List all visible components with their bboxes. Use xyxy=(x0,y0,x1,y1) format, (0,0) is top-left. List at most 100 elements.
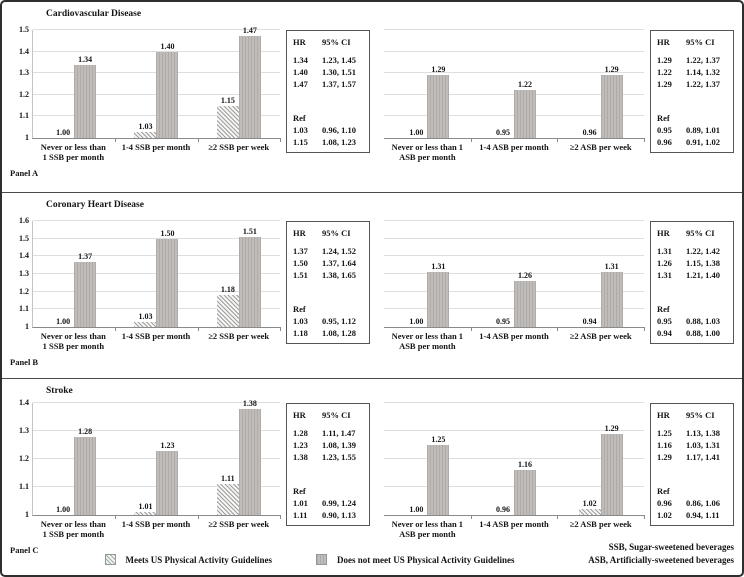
table-spacer xyxy=(657,281,728,303)
bar-does-not-meet-guidelines xyxy=(74,64,97,138)
ci-value: 1.21, 1.40 xyxy=(686,270,720,280)
hr-value: 1.47 xyxy=(293,79,308,89)
category-label: Never or less than 1 ASB per month xyxy=(391,142,464,162)
bar-value-label: 1.15 xyxy=(220,95,235,105)
ci-value: 95% CI xyxy=(322,410,351,420)
x-axis-labels: Never or less than 1 ASB per month 1-4 AS… xyxy=(384,331,644,351)
y-tick-label: 1.5 xyxy=(19,233,29,243)
bar-value-label: 1.03 xyxy=(138,121,153,131)
bar-value-label: 1.00 xyxy=(409,317,424,326)
bar-does-not-meet-guidelines xyxy=(156,450,179,515)
hr-value: HR xyxy=(293,228,306,238)
axis-tick xyxy=(470,138,472,142)
hr-table-row: 1.25 1.13, 1.38 xyxy=(657,427,728,439)
bar-meets-guidelines xyxy=(134,321,157,327)
ci-value: 1.08, 1.23 xyxy=(322,137,356,147)
hr-table-ref-row: Ref xyxy=(657,303,728,315)
y-tick-label: 1.2 xyxy=(19,454,29,463)
ci-value xyxy=(322,485,364,497)
hr-table-row: 1.22 1.14, 1.32 xyxy=(657,66,728,78)
plot-wrap: 1.00 1.34 1.03 1.40 1.15 1.47 Never or less t… xyxy=(32,26,281,162)
hr-table-row: 1.37 1.24, 1.52 xyxy=(293,245,364,257)
ci-value: 1.13, 1.38 xyxy=(686,428,720,438)
ci-value: 0.88, 1.03 xyxy=(686,316,720,326)
hr-table-cvd-asb: HR 95% CI 1.29 1.22, 1.37 1.22 1.14, 1.32 1.29… xyxy=(650,30,734,153)
category-slot: 1.03 1.50 xyxy=(115,221,197,327)
hr-value: 1.28 xyxy=(293,428,308,438)
hr-value: 1.50 xyxy=(293,258,308,268)
panel-a-body: 1 1.1 1.2 1.3 1.4 1.5 1.00 1.34 1.03 1.40 1.15 1.4… xyxy=(8,25,736,162)
footnote-asb: ASB, Artificially-sweetened beverages xyxy=(588,555,734,565)
legend: Meets US Physical Activity Guidelines Do… xyxy=(80,554,539,567)
panel-a-label: Panel A xyxy=(10,168,39,178)
hr-value: Ref xyxy=(293,113,306,123)
ci-value: 1.08, 1.28 xyxy=(322,328,356,338)
ci-value: 1.30, 1.51 xyxy=(322,67,356,77)
plot-wrap: 1.00 1.31 0.95 1.26 0.94 1.31 Never or less t… xyxy=(384,220,645,351)
hr-value: 1.25 xyxy=(657,428,672,438)
category-label: 1-4 ASB per month xyxy=(479,331,549,341)
ci-value: 0.90, 1.13 xyxy=(322,510,356,520)
bar-value-label: 1.26 xyxy=(517,271,532,281)
y-tick-label: 1 xyxy=(25,510,29,519)
panel-b: Coronary Heart Disease 1 1.1 1.2 1.3 1.4 1.5 1… xyxy=(2,193,742,379)
hr-table-row: 1.29 1.17, 1.41 xyxy=(657,451,728,463)
ci-value: 1.24, 1.52 xyxy=(322,246,356,256)
panel-c-title: Stroke xyxy=(46,386,73,396)
ci-value: 1.14, 1.32 xyxy=(686,67,720,77)
figure-footer: Panel C Meets US Physical Activity Guide… xyxy=(8,541,736,572)
axis-tick xyxy=(197,515,199,519)
category-slot: 1.02 1.29 xyxy=(557,403,644,515)
ci-value: 0.91, 1.02 xyxy=(686,137,720,147)
y-tick-label: 1.1 xyxy=(19,482,29,491)
category-label: ≥2 ASB per week xyxy=(569,331,632,341)
bar-value-label: 1.29 xyxy=(604,423,619,433)
bar-value-label: 1.25 xyxy=(431,435,446,444)
bar-value-label: 1.00 xyxy=(56,317,71,326)
bar-does-not-meet-guidelines xyxy=(238,36,261,138)
bar-meets-guidelines xyxy=(216,105,239,138)
axis-tick xyxy=(115,327,117,331)
axis-tick xyxy=(115,515,117,519)
hr-table-row: 1.26 1.15, 1.38 xyxy=(657,257,728,269)
category-slot: 0.95 1.22 xyxy=(471,30,558,138)
axis-tick xyxy=(557,515,559,519)
footnotes: SSB, Sugar-sweetened beverages ASB, Arti… xyxy=(539,541,736,567)
category-label: 1-4 SSB per month xyxy=(121,331,191,341)
ci-value: 95% CI xyxy=(686,228,715,238)
category-label: 1-4 SSB per month xyxy=(121,519,191,529)
category-slot: 0.94 1.31 xyxy=(557,221,644,327)
category-slot: 1.11 1.38 xyxy=(198,399,280,515)
ci-value: 0.99, 1.24 xyxy=(322,498,356,508)
ci-value: 1.38, 1.65 xyxy=(322,270,356,280)
hr-value: 1.02 xyxy=(657,510,672,520)
hr-value: 1.40 xyxy=(293,67,308,77)
hr-value: 0.95 xyxy=(657,125,672,135)
hr-value: 1.34 xyxy=(293,55,308,65)
gridline xyxy=(384,237,644,239)
chart-chd-ssb: 1 1.1 1.2 1.3 1.4 1.5 1.6 1.00 1.37 1.03 1.50 1.18… xyxy=(8,216,281,351)
gridline xyxy=(384,255,644,257)
y-tick-label: 1.4 xyxy=(19,251,29,261)
bar-does-not-meet-guidelines xyxy=(600,433,623,515)
ci-value: 1.37, 1.57 xyxy=(322,79,356,89)
hr-value: 1.15 xyxy=(293,137,308,147)
axis-tick xyxy=(557,138,559,142)
bar-value-label: 1.11 xyxy=(221,474,235,484)
ci-value: 1.03, 1.31 xyxy=(686,440,720,450)
panel-b-title: Coronary Heart Disease xyxy=(46,200,144,210)
hr-table-row: 1.29 1.22, 1.37 xyxy=(657,78,728,90)
hr-value: 1.16 xyxy=(657,440,672,450)
category-slot: 1.18 1.51 xyxy=(198,221,280,327)
bar-meets-guidelines xyxy=(578,509,601,515)
bar-meets-guidelines xyxy=(134,512,157,515)
category-label: ≥2 ASB per week xyxy=(569,519,632,529)
y-tick-label: 1.4 xyxy=(19,46,29,56)
hr-table-header: HR 95% CI xyxy=(657,36,728,48)
hr-value: HR xyxy=(657,228,670,238)
ci-value: 1.08, 1.39 xyxy=(322,440,356,450)
hr-table-row: 1.29 1.22, 1.37 xyxy=(657,54,728,66)
category-label: Never or less than 1 ASB per month xyxy=(391,519,464,539)
y-tick-label: 1 xyxy=(25,133,29,142)
bar-value-label: 1.38 xyxy=(242,398,257,408)
